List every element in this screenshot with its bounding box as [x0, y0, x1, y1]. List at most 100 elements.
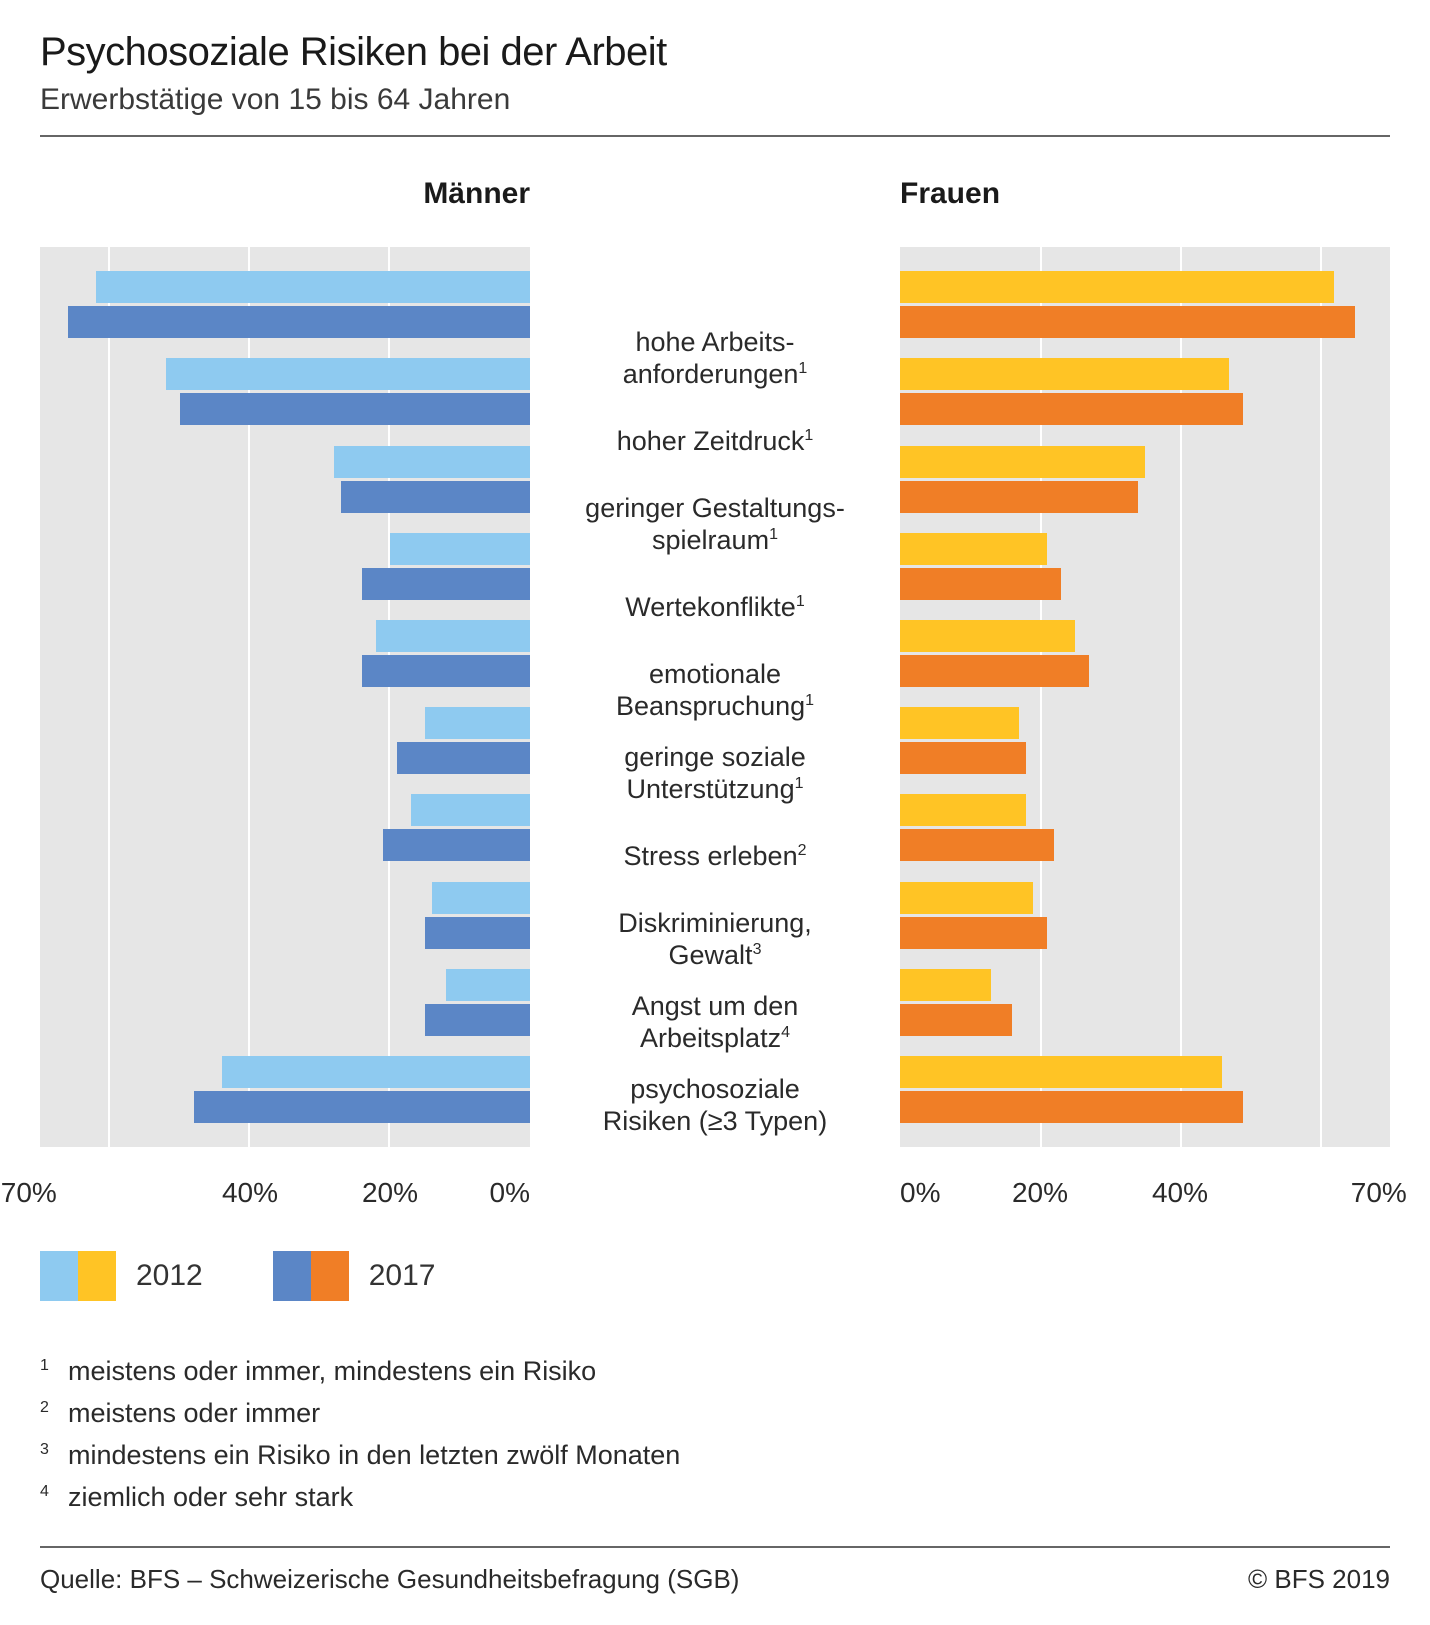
bar — [900, 358, 1229, 390]
legend-2017: 2017 — [273, 1251, 436, 1301]
header-rule — [40, 135, 1390, 137]
bar — [166, 358, 530, 390]
bar-group — [40, 523, 530, 610]
footnote: 2meistens oder immer — [40, 1393, 1390, 1435]
category-label: Stress erleben2 — [530, 815, 900, 898]
chart-area: hohe Arbeits-anforderungen1hoher Zeitdru… — [40, 247, 1390, 1147]
bar — [376, 620, 530, 652]
axis-tick: 40% — [222, 1177, 278, 1209]
category-label: geringe sozialeUnterstützung1 — [530, 732, 900, 815]
bar — [900, 533, 1047, 565]
bar — [222, 1056, 530, 1088]
bar — [397, 742, 530, 774]
panel-right-header: Frauen — [900, 177, 1390, 237]
legend-2012: 2012 — [40, 1251, 203, 1301]
bar-group — [40, 697, 530, 784]
bar — [900, 1056, 1222, 1088]
category-label: psychosozialeRisiken (≥3 Typen) — [530, 1064, 900, 1147]
bar-group — [40, 784, 530, 871]
category-label: Wertekonflikte1 — [530, 566, 900, 649]
bar-group — [900, 697, 1390, 784]
bar — [900, 568, 1061, 600]
bar — [900, 481, 1138, 513]
bar — [900, 969, 991, 1001]
category-label: geringer Gestaltungs-spielraum1 — [530, 483, 900, 566]
bar — [194, 1091, 530, 1123]
panel-women — [900, 247, 1390, 1147]
bar-group — [40, 959, 530, 1046]
legend: 2012 2017 — [40, 1251, 1390, 1301]
chart-row: Männer Frauen — [40, 177, 1390, 247]
category-label: emotionaleBeanspruchung1 — [530, 649, 900, 732]
footnotes: 1meistens oder immer, mindestens ein Ris… — [40, 1351, 1390, 1518]
axis-tick: 0% — [900, 1177, 940, 1209]
bar — [411, 794, 530, 826]
footer-rule — [40, 1546, 1390, 1548]
bar — [900, 620, 1075, 652]
bar — [900, 742, 1026, 774]
bar — [425, 1004, 530, 1036]
footnote: 1meistens oder immer, mindestens ein Ris… — [40, 1351, 1390, 1393]
footnote: 4ziemlich oder sehr stark — [40, 1477, 1390, 1519]
bar — [68, 306, 530, 338]
bar-group — [900, 871, 1390, 958]
x-axis: 70%40%20%0% 0%20%40%70% — [40, 1177, 1390, 1211]
bar-group — [900, 348, 1390, 435]
legend-2017-label: 2017 — [369, 1259, 436, 1293]
bar — [432, 882, 530, 914]
bar-group — [900, 261, 1390, 348]
bar — [900, 306, 1355, 338]
bar-group — [40, 435, 530, 522]
bar — [180, 393, 530, 425]
bar — [900, 393, 1243, 425]
bar — [900, 794, 1026, 826]
bar-group — [900, 1046, 1390, 1133]
bar — [446, 969, 530, 1001]
bar-group — [900, 610, 1390, 697]
copyright-text: © BFS 2019 — [1248, 1564, 1390, 1595]
bar-group — [40, 1046, 530, 1133]
axis-tick: 20% — [1012, 1177, 1068, 1209]
axis-tick: 20% — [362, 1177, 418, 1209]
bar — [362, 568, 530, 600]
category-labels: hohe Arbeits-anforderungen1hoher Zeitdru… — [530, 247, 900, 1147]
bar — [334, 446, 530, 478]
category-label: Diskriminierung,Gewalt3 — [530, 898, 900, 981]
axis-tick: 0% — [490, 1177, 530, 1209]
source-row: Quelle: BFS – Schweizerische Gesundheits… — [40, 1564, 1390, 1595]
source-text: Quelle: BFS – Schweizerische Gesundheits… — [40, 1564, 739, 1595]
axis-tick: 70% — [1, 1177, 57, 1209]
bar-group — [40, 610, 530, 697]
axis-tick: 40% — [1152, 1177, 1208, 1209]
bar — [900, 882, 1033, 914]
bar — [341, 481, 530, 513]
bar — [900, 829, 1054, 861]
chart-title: Psychosoziale Risiken bei der Arbeit — [40, 30, 1390, 75]
bar-group — [900, 959, 1390, 1046]
category-label: hoher Zeitdruck1 — [530, 400, 900, 483]
bar-group — [40, 348, 530, 435]
footnote: 3mindestens ein Risiko in den letzten zw… — [40, 1435, 1390, 1477]
bar-group — [900, 523, 1390, 610]
bar — [425, 707, 530, 739]
panel-left-header: Männer — [40, 177, 530, 237]
axis-tick: 70% — [1351, 1177, 1407, 1209]
bar — [96, 271, 530, 303]
bar-group — [40, 871, 530, 958]
panel-men — [40, 247, 530, 1147]
bar — [383, 829, 530, 861]
bar — [362, 655, 530, 687]
bar — [900, 446, 1145, 478]
bar — [900, 1091, 1243, 1123]
bar-group — [900, 435, 1390, 522]
bar — [900, 271, 1334, 303]
bar-group — [40, 261, 530, 348]
category-label: Angst um denArbeitsplatz4 — [530, 981, 900, 1064]
bar — [425, 917, 530, 949]
bar — [900, 917, 1047, 949]
legend-2012-label: 2012 — [136, 1259, 203, 1293]
chart-subtitle: Erwerbstätige von 15 bis 64 Jahren — [40, 83, 1390, 117]
bar — [390, 533, 530, 565]
bar — [900, 1004, 1012, 1036]
bar — [900, 707, 1019, 739]
